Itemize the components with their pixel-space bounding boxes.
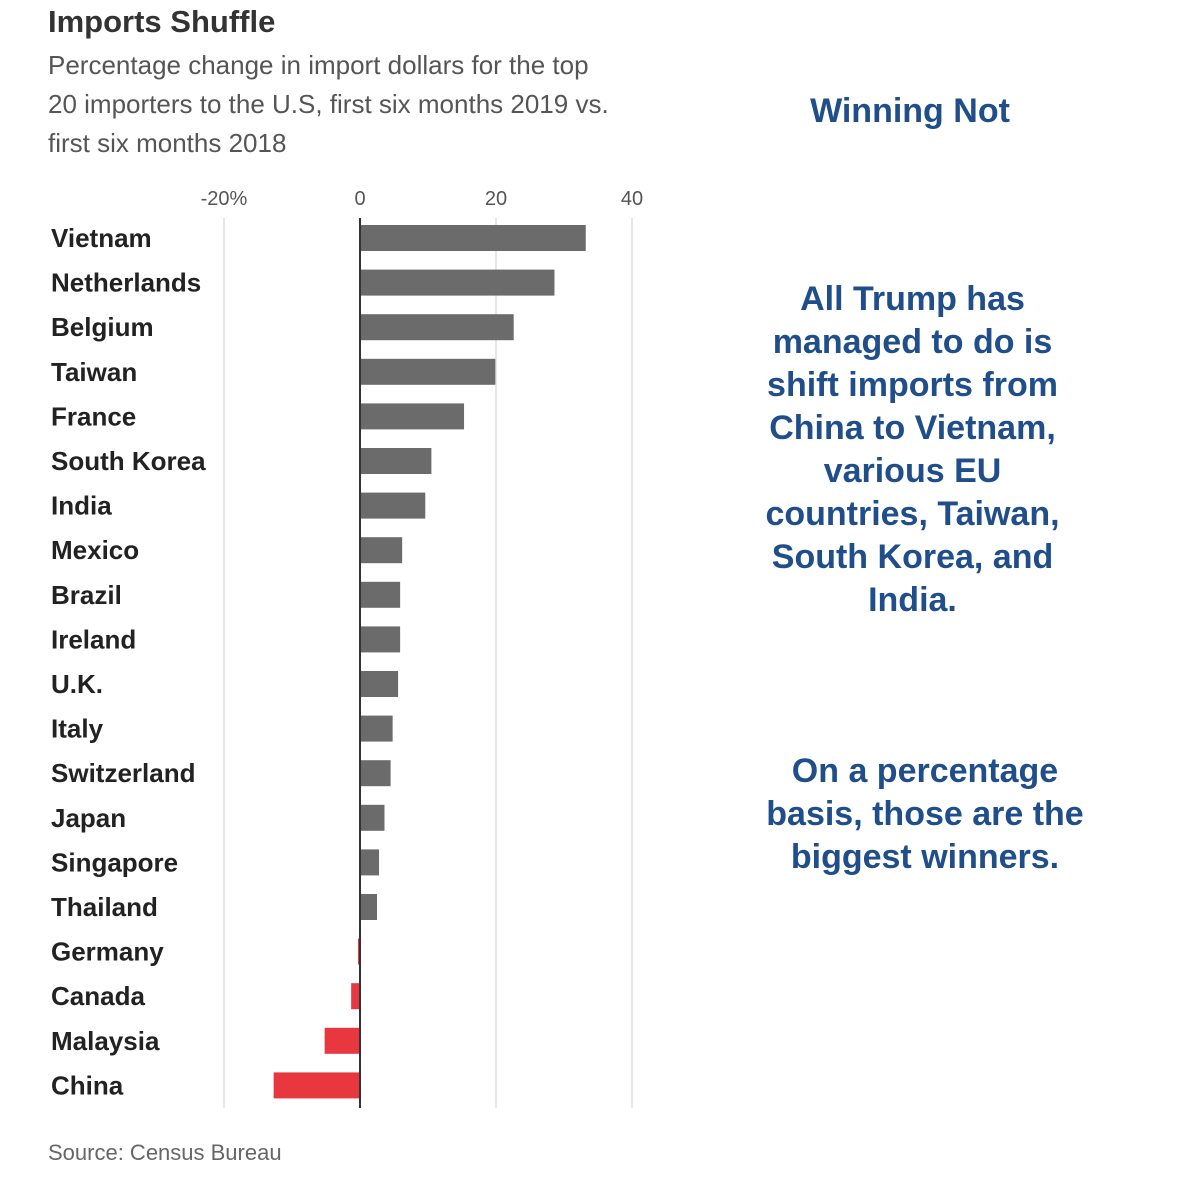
category-label: Taiwan [51, 357, 137, 387]
category-label: China [51, 1070, 124, 1100]
category-label: India [51, 491, 112, 521]
bar-germany [357, 938, 360, 965]
category-label: Ireland [51, 624, 136, 654]
annotation-body: All Trump has managed to do is shift imp… [765, 280, 1060, 619]
category-label: Italy [51, 714, 104, 744]
bar-taiwan [360, 358, 496, 385]
bar-france [360, 403, 465, 430]
bar-malaysia [324, 1027, 360, 1054]
bar-belgium [360, 314, 514, 341]
bar-switzerland [360, 760, 391, 787]
x-tick-label: 20 [485, 188, 507, 210]
bar-chart: -20% 0 20 40 Vietnam Netherlands Belgium Taiwan… [51, 188, 643, 1108]
bar-singapore [360, 849, 380, 876]
category-label: South Korea [51, 446, 206, 476]
bar-canada [351, 983, 360, 1010]
category-label: Netherlands [51, 268, 201, 298]
annotation-footer: On a percentage basis, those are the big… [766, 752, 1084, 876]
category-label: U.K. [51, 669, 103, 699]
chart-subtitle: Percentage change in import dollars for … [48, 50, 609, 158]
category-label: Malaysia [51, 1026, 160, 1056]
chart-title: Imports Shuffle [48, 4, 276, 39]
bar-mexico [360, 537, 403, 564]
category-label: Mexico [51, 535, 139, 565]
x-tick-label: 40 [621, 188, 643, 210]
bar-brazil [360, 581, 401, 608]
x-tick-label: -20% [201, 188, 248, 210]
bar-u-k [360, 671, 399, 697]
category-label: Belgium [51, 312, 154, 342]
category-label: Thailand [51, 892, 158, 922]
bar-ireland [360, 626, 401, 653]
annotation-headline: Winning Not [810, 92, 1010, 130]
category-label: Brazil [51, 580, 122, 610]
category-label: Singapore [51, 847, 178, 877]
bar-netherlands [360, 269, 555, 296]
bar-india [360, 492, 426, 519]
bar-china [273, 1072, 360, 1099]
source-note: Source: Census Bureau [48, 1140, 282, 1165]
category-label: Germany [51, 937, 164, 967]
category-label: Canada [51, 981, 145, 1011]
bar-japan [360, 804, 385, 831]
category-label: Switzerland [51, 758, 195, 788]
bar-italy [360, 715, 393, 742]
bar-vietnam [360, 225, 586, 251]
bar-thailand [360, 894, 377, 920]
category-label: France [51, 401, 136, 431]
category-label: Japan [51, 803, 126, 833]
bar-south-korea [360, 448, 432, 474]
category-label: Vietnam [51, 223, 152, 253]
x-tick-label: 0 [354, 188, 365, 210]
